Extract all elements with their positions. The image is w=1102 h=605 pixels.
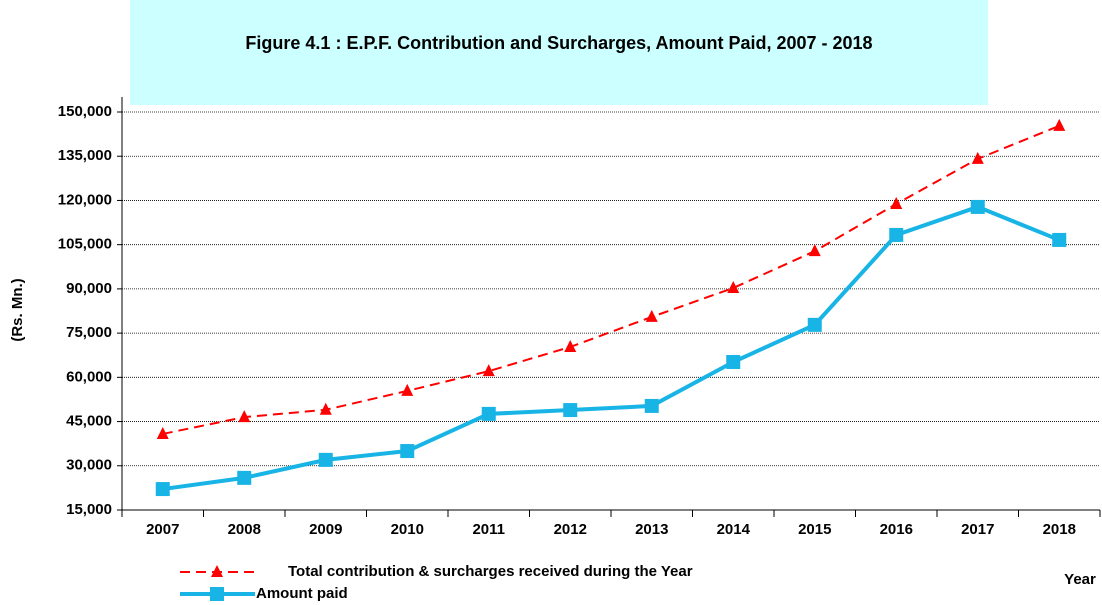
x-tick-label: 2010 — [391, 521, 424, 538]
marker — [970, 199, 985, 214]
marker — [726, 355, 741, 370]
y-tick-label: 15,000 — [66, 501, 112, 518]
y-tick-label: 135,000 — [58, 147, 112, 164]
y-tick-label: 75,000 — [66, 324, 112, 341]
y-tick-label: 105,000 — [58, 236, 112, 253]
y-tick-label: 150,000 — [58, 103, 112, 120]
marker — [401, 383, 414, 396]
marker — [319, 402, 332, 415]
y-tick-label: 45,000 — [66, 413, 112, 430]
marker — [156, 426, 169, 439]
marker — [889, 227, 904, 242]
marker — [1053, 118, 1066, 131]
marker — [400, 444, 415, 459]
marker — [238, 410, 251, 423]
marker — [318, 452, 333, 467]
marker — [971, 151, 984, 164]
y-tick-label: 30,000 — [66, 457, 112, 474]
marker — [481, 406, 496, 421]
x-axis-label: Year — [1064, 571, 1096, 588]
x-tick-label: 2016 — [880, 521, 913, 538]
marker — [564, 339, 577, 352]
marker — [237, 470, 252, 485]
legend-label: Amount paid — [256, 585, 348, 602]
chart-title: Figure 4.1 : E.P.F. Contribution and Sur… — [245, 32, 873, 53]
x-tick-label: 2017 — [961, 521, 994, 538]
marker — [155, 482, 170, 497]
y-tick-label: 90,000 — [66, 280, 112, 297]
series-line — [162, 204, 1061, 492]
x-tick-label: 2018 — [1043, 521, 1076, 538]
marker — [807, 317, 822, 332]
marker — [890, 196, 903, 209]
x-tick-label: 2015 — [798, 521, 831, 538]
x-tick-label: 2009 — [309, 521, 342, 538]
title-box: Figure 4.1 : E.P.F. Contribution and Sur… — [130, 0, 988, 105]
x-tick-label: 2012 — [554, 521, 587, 538]
marker — [644, 398, 659, 413]
marker — [645, 309, 658, 322]
marker — [210, 587, 224, 601]
y-tick-label: 60,000 — [66, 368, 112, 385]
y-tick-label: 120,000 — [58, 191, 112, 208]
x-tick-label: 2014 — [717, 521, 751, 538]
x-tick-label: 2008 — [228, 521, 261, 538]
series-line — [162, 124, 1060, 435]
marker — [1052, 232, 1067, 247]
x-tick-label: 2011 — [472, 521, 505, 538]
y-axis-label: (Rs. Mn.) — [9, 278, 26, 341]
marker — [808, 244, 821, 257]
marker — [482, 364, 495, 377]
marker — [211, 565, 223, 577]
legend-label: Total contribution & surcharges received… — [288, 563, 693, 580]
marker — [563, 403, 578, 418]
x-tick-label: 2007 — [146, 521, 179, 538]
marker — [727, 281, 740, 294]
x-tick-label: 2013 — [635, 521, 668, 538]
